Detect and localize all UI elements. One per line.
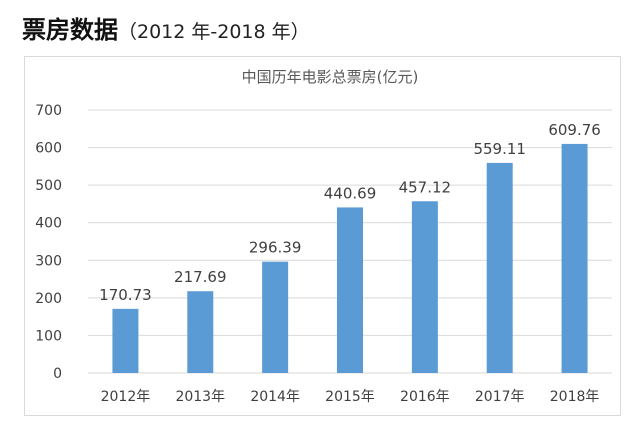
y-tick-label: 300 xyxy=(35,253,62,269)
data-label: 559.11 xyxy=(473,140,526,158)
data-label: 296.39 xyxy=(249,239,302,257)
data-label: 440.69 xyxy=(324,184,377,202)
bar xyxy=(187,291,214,373)
x-axis-ticks: 2012年 2013年 2014年 2015年 2016年 2017年 2018年 xyxy=(101,389,600,405)
y-tick-label: 200 xyxy=(35,291,62,307)
bar xyxy=(337,207,363,373)
data-labels: 170.73 217.69 296.39 440.69 457.12 559.11 609.… xyxy=(99,121,601,304)
y-tick-label: 100 xyxy=(35,328,62,344)
x-tick-label: 2013年 xyxy=(175,389,225,405)
bar xyxy=(411,201,438,373)
y-tick-label: 0 xyxy=(53,366,62,382)
bar xyxy=(561,143,588,373)
x-tick-label: 2017年 xyxy=(475,389,525,405)
data-label: 609.76 xyxy=(548,121,601,139)
y-axis-ticks: 0 100 200 300 400 500 600 700 xyxy=(35,103,62,382)
data-label: 217.69 xyxy=(174,268,227,286)
bar xyxy=(262,261,289,373)
data-label: 457.12 xyxy=(399,178,452,196)
x-tick-label: 2018年 xyxy=(550,389,600,405)
x-tick-label: 2015年 xyxy=(325,389,375,405)
bars xyxy=(112,143,588,373)
x-tick-label: 2014年 xyxy=(250,389,300,405)
bar xyxy=(112,308,139,373)
x-tick-label: 2016年 xyxy=(400,389,450,405)
x-tick-label: 2012年 xyxy=(101,389,151,405)
y-tick-label: 500 xyxy=(35,178,62,194)
chart-title: 中国历年电影总票房(亿元) xyxy=(242,68,419,86)
bar xyxy=(486,162,513,373)
heading-subtitle: （2012 年-2018 年） xyxy=(118,21,310,43)
y-tick-label: 700 xyxy=(35,103,62,119)
heading-title: 票房数据 xyxy=(22,16,118,44)
y-tick-label: 400 xyxy=(35,216,62,232)
page-heading: 票房数据（2012 年-2018 年） xyxy=(22,10,310,50)
data-label: 170.73 xyxy=(99,286,152,304)
y-tick-label: 600 xyxy=(35,141,62,157)
